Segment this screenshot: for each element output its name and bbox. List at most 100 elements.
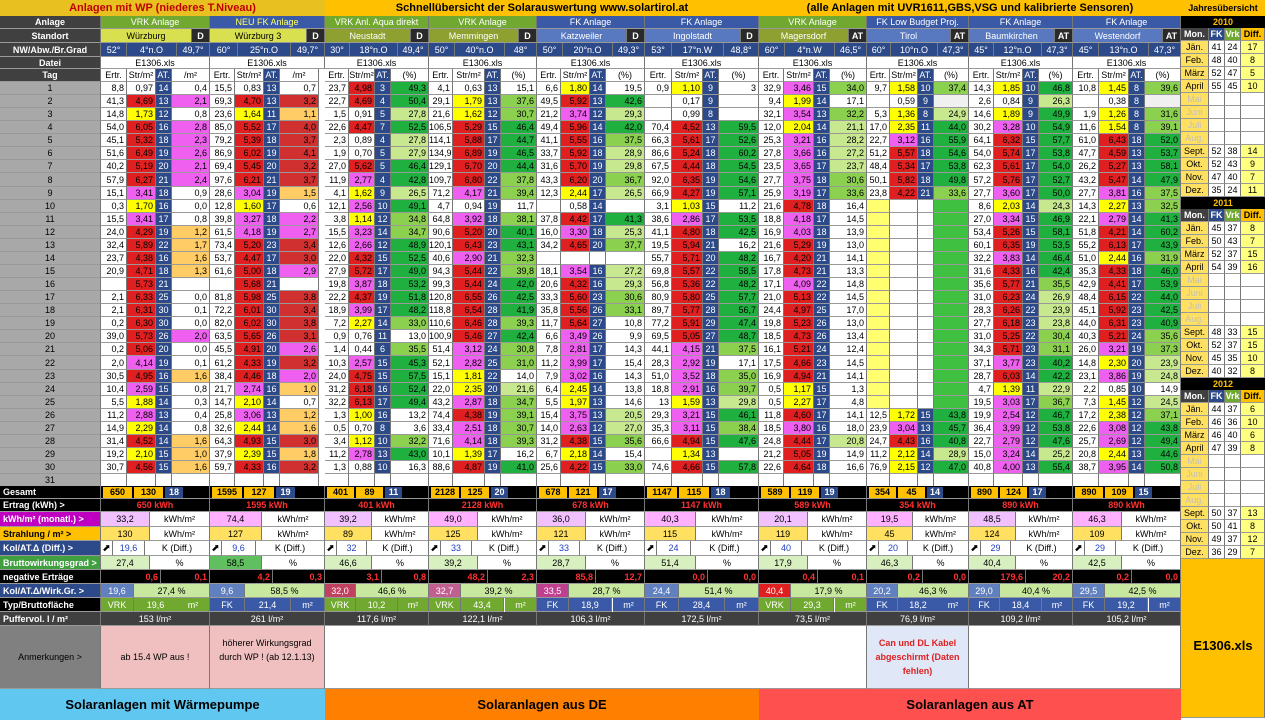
- data-cell: 47,0: [934, 461, 969, 474]
- col-header-8-0: Ertr.: [969, 69, 994, 82]
- data-cell: 2,18: [561, 448, 590, 461]
- data-cell: 4,69: [349, 95, 375, 108]
- data-cell: 16: [1129, 187, 1145, 200]
- day-number: 3: [0, 108, 101, 121]
- data-cell: 10,4: [101, 383, 127, 396]
- data-cell: 14: [1023, 448, 1039, 461]
- data-cell: 5,29: [784, 239, 814, 252]
- data-cell: 0,0: [172, 343, 210, 356]
- data-cell: 4,14: [453, 435, 485, 448]
- strahl-value-9: 109: [1073, 527, 1122, 541]
- data-cell: [890, 396, 918, 409]
- plant-orient-7-2: 47,3°: [938, 43, 969, 57]
- data-cell: 30,7: [501, 108, 537, 121]
- kwhm-unit-2: kWh/m²: [372, 512, 429, 527]
- data-cell: 22: [485, 370, 501, 383]
- data-cell: 27,0: [969, 213, 994, 226]
- data-cell: 10,3: [325, 356, 349, 370]
- data-cell: 14,0: [501, 370, 537, 383]
- arrow-up-right-icon: ⬈: [759, 541, 771, 556]
- data-cell: 19,8: [325, 278, 349, 291]
- data-cell: 22: [485, 265, 501, 278]
- data-cell: 17,1: [719, 356, 759, 370]
- data-cell: 0,0: [172, 291, 210, 304]
- data-cell: 49,4: [537, 121, 561, 134]
- data-cell: 4,42: [561, 213, 590, 226]
- data-cell: 5: [375, 160, 391, 173]
- data-cell: 3,30: [561, 226, 590, 239]
- data-cell: 35,6: [1145, 330, 1181, 343]
- data-cell: 14: [590, 121, 606, 134]
- data-cell: 2,27: [1099, 200, 1129, 213]
- data-cell: 53,5: [719, 213, 759, 226]
- data-cell: 32,3: [501, 252, 537, 265]
- data-cell: 19,8: [759, 317, 784, 330]
- data-cell: 39,8: [501, 265, 537, 278]
- data-cell: 2,03: [994, 200, 1023, 213]
- data-cell: 0,1: [172, 356, 210, 370]
- year-cell: Sept.: [1181, 145, 1209, 158]
- data-cell: 3,65: [784, 160, 814, 173]
- data-cell: 17,2: [1073, 409, 1099, 422]
- data-cell: 15: [918, 409, 934, 422]
- typ-kind-9: FK: [1073, 598, 1105, 612]
- data-cell: 4,09: [784, 278, 814, 291]
- data-cell: 29: [703, 317, 719, 330]
- year-cell: 15: [1241, 248, 1265, 261]
- data-cell: 27,9: [325, 265, 349, 278]
- ertrag-2: 401 kWh: [325, 499, 429, 512]
- col-header-2-2: AT.: [375, 69, 391, 82]
- footer-de: Solaranlagen aus DE: [325, 689, 759, 720]
- data-cell: 4,94: [672, 435, 703, 448]
- data-cell: 2,6: [172, 147, 210, 160]
- typ-area-3: 43,4: [461, 598, 504, 612]
- data-cell: 8: [375, 422, 391, 435]
- data-cell: 19: [485, 147, 501, 160]
- data-cell: 14,8: [1073, 356, 1099, 370]
- kol-value-1: 9,6: [222, 541, 256, 556]
- year-cell: Juli: [1181, 119, 1209, 132]
- data-cell: 51,0: [1073, 252, 1099, 265]
- data-cell: 1,72: [890, 409, 918, 422]
- col-header-9-2: AT.: [1129, 69, 1145, 82]
- neg-value-3-1: 2,3: [488, 570, 537, 584]
- data-cell: 39,0: [101, 330, 127, 343]
- data-cell: 6,35: [994, 239, 1023, 252]
- data-cell: 5,05: [672, 330, 703, 343]
- data-cell: 25,9: [759, 187, 784, 200]
- data-cell: 14: [1023, 200, 1039, 213]
- year-cell: 41: [1225, 520, 1241, 533]
- data-cell: [719, 95, 759, 108]
- data-cell: 13: [264, 409, 280, 422]
- data-cell: 2,35: [453, 383, 485, 396]
- title-wp: Anlagen mit WP (niederes T.Niveau): [0, 0, 325, 16]
- day-number: 26: [0, 409, 101, 422]
- data-cell: 1,81: [453, 370, 485, 383]
- data-cell: 42,4: [501, 330, 537, 343]
- data-cell: 58,5: [719, 265, 759, 278]
- kwhm-unit-7: kWh/m²: [913, 512, 969, 527]
- data-cell: 17: [590, 356, 606, 370]
- data-cell: 13: [918, 422, 934, 435]
- plant-orient-0-2: 49,7°: [177, 43, 210, 57]
- data-cell: 1,0: [280, 383, 319, 396]
- year-cell: [1209, 132, 1225, 145]
- year-cell: April: [1181, 442, 1209, 455]
- data-cell: 30,7: [101, 461, 127, 474]
- data-cell: 1,3: [172, 265, 210, 278]
- neg-value-3-0: 48,2: [429, 570, 488, 584]
- data-cell: 16: [156, 200, 172, 213]
- data-cell: 3,0: [280, 252, 319, 265]
- kwhm-value-0: 33,2: [101, 512, 150, 527]
- total-value-0-0: 650: [103, 487, 132, 498]
- data-cell: 22: [1023, 304, 1039, 317]
- data-cell: 51,8: [1073, 226, 1099, 239]
- data-cell: 17: [814, 409, 830, 422]
- ertrag-3: 2128 kWh: [429, 499, 537, 512]
- year-cell: [1225, 313, 1241, 326]
- data-cell: 17,1: [830, 95, 867, 108]
- data-cell: 0,5: [759, 383, 784, 396]
- data-cell: 13: [264, 95, 280, 108]
- kol-unit-8: K (Diff.): [1011, 541, 1073, 556]
- data-cell: 48,4: [1073, 291, 1099, 304]
